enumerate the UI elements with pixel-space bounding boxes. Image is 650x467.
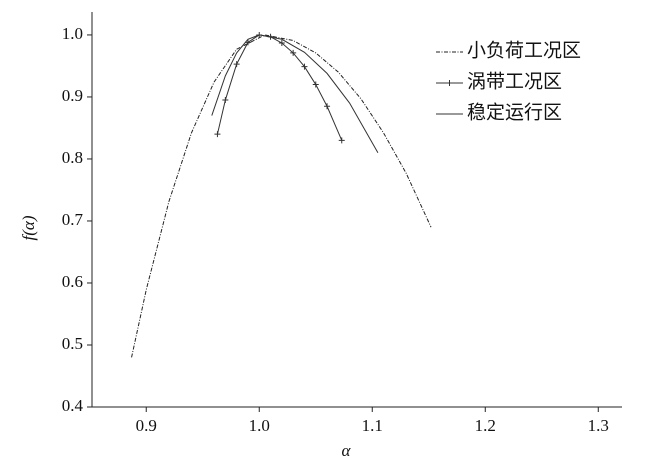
y-tick-label: 0.8 (62, 148, 83, 167)
legend-label: 稳定运行区 (467, 101, 562, 123)
y-tick-label: 0.7 (62, 210, 84, 229)
x-tick-label: 1.1 (362, 416, 383, 435)
x-tick-label: 0.9 (136, 416, 157, 435)
y-tick-label: 0.6 (62, 272, 83, 291)
series-line (216, 34, 343, 141)
legend-label: 涡带工况区 (467, 70, 562, 92)
plus-marker (278, 40, 285, 47)
series-line (211, 34, 379, 154)
plus-marker (312, 81, 319, 88)
x-tick-label: 1.2 (475, 416, 496, 435)
y-tick-label: 0.5 (62, 334, 83, 353)
legend-marker (446, 80, 453, 86)
x-axis-label: α (342, 441, 352, 460)
y-tick-label: 0.4 (62, 396, 84, 415)
plus-marker (233, 61, 240, 68)
plus-marker (301, 63, 308, 70)
x-tick-label: 1.3 (588, 416, 609, 435)
plus-marker (222, 97, 229, 104)
y-tick-label: 0.9 (62, 86, 83, 105)
x-tick-label: 1.0 (249, 416, 270, 435)
series-line (131, 34, 432, 358)
plus-marker (324, 103, 331, 110)
plus-marker (338, 137, 345, 144)
y-tick-label: 1.0 (62, 24, 83, 43)
y-axis-label: f(α) (19, 215, 38, 240)
plus-marker (214, 131, 221, 138)
legend-label: 小负荷工况区 (467, 39, 581, 61)
plus-marker (290, 49, 297, 56)
